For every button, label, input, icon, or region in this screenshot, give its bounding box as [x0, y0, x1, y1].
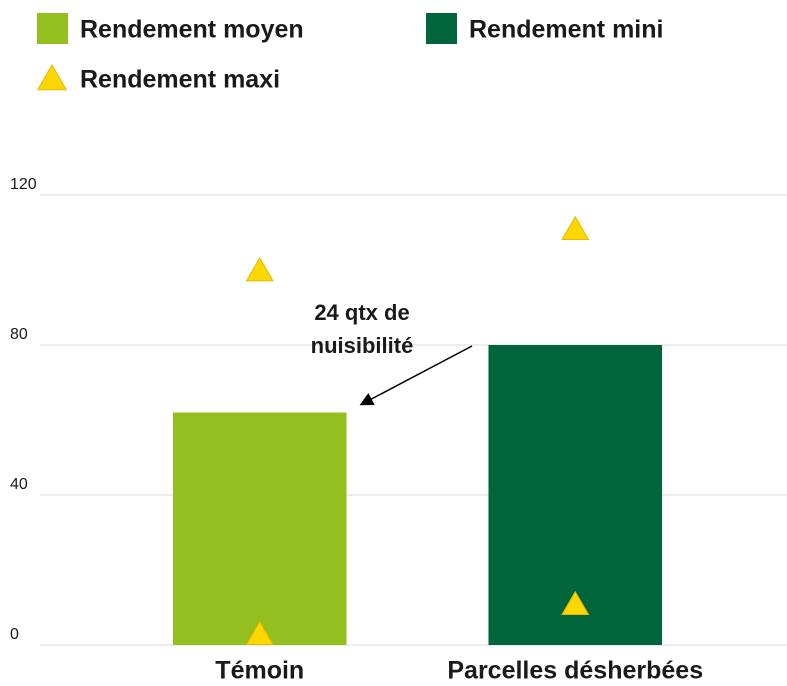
y-tick-label: 120: [10, 176, 37, 193]
legend-swatch: [426, 13, 457, 44]
legend-label: Rendement mini: [469, 16, 663, 44]
annotation: nuisibilité: [311, 333, 414, 358]
legend-label: Rendement moyen: [80, 16, 304, 44]
triangle-marker: [561, 590, 590, 616]
triangle-marker: [245, 257, 274, 282]
triangle-marker: [245, 620, 274, 646]
triangle-marker: [561, 215, 590, 241]
x-tick-label: Témoin: [215, 657, 304, 685]
y-tick-label: 0: [10, 626, 19, 643]
y-tick-label: 80: [10, 326, 28, 343]
legend-label: Rendement maxi: [80, 66, 280, 94]
y-tick-label: 40: [10, 476, 28, 493]
legend-swatch: [37, 13, 68, 44]
legend-swatch: [36, 64, 68, 91]
annotation: 24 qtx de: [314, 300, 409, 325]
bar: [172, 412, 347, 645]
annotation-arrow: [359, 345, 473, 406]
x-tick-label: Parcelles désherbées: [447, 657, 703, 685]
